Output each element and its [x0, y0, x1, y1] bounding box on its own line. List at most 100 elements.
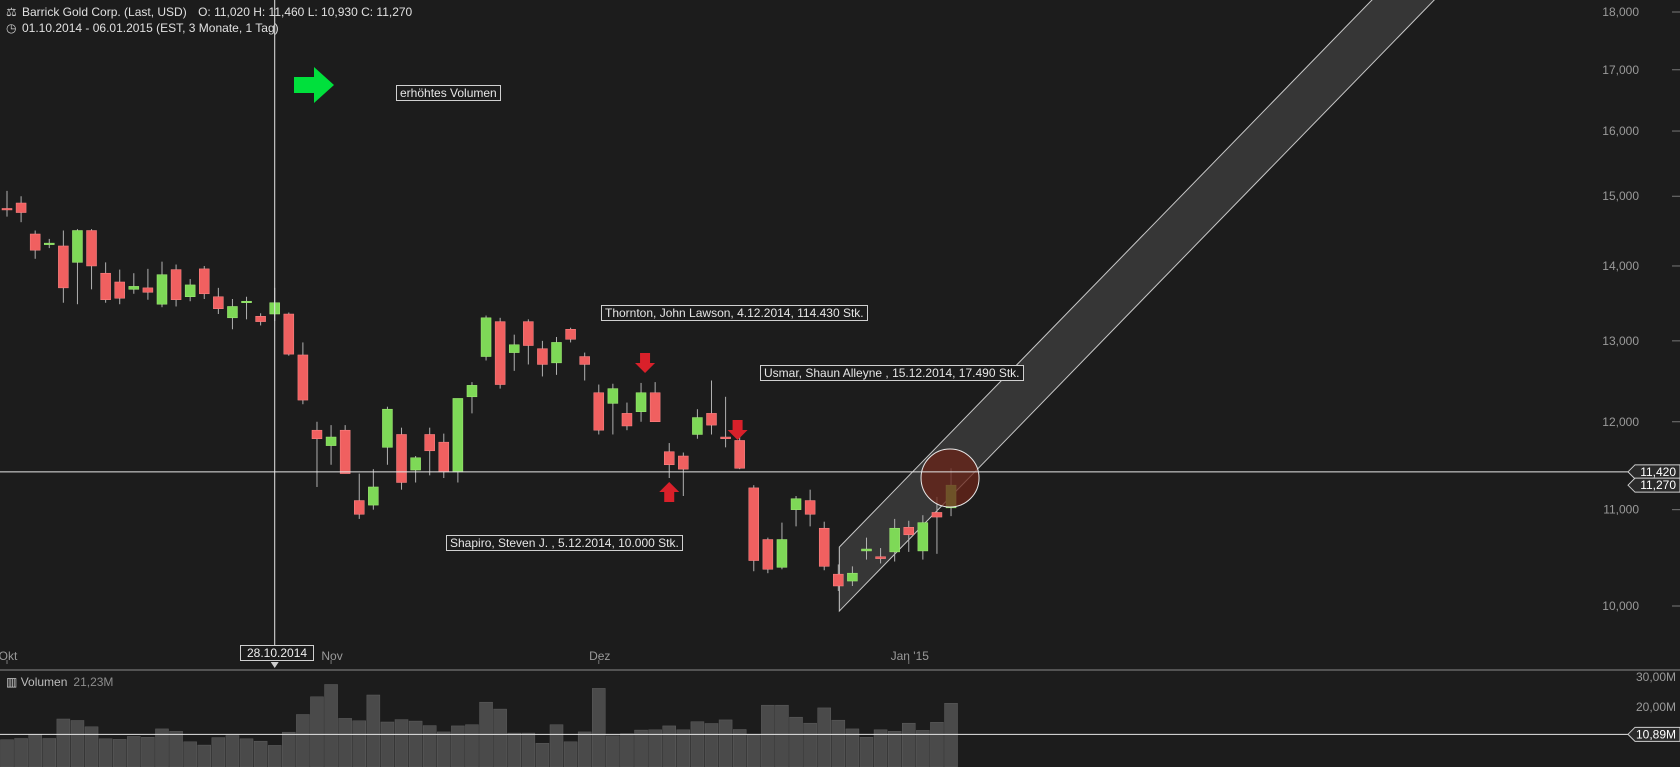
volume-bar — [507, 732, 521, 767]
candle-body — [579, 356, 590, 365]
candle-body — [861, 548, 872, 552]
candle-body — [480, 317, 492, 357]
buy-signal-arrow — [294, 67, 334, 103]
candle-body — [325, 436, 337, 446]
volume-value: 21,23M — [73, 675, 114, 689]
sell-arrow-down — [727, 420, 748, 440]
volume-bar — [394, 719, 409, 767]
volume-bar — [366, 694, 381, 767]
candle-body — [818, 527, 830, 567]
volume-bar — [42, 738, 57, 767]
volume-bar — [465, 724, 479, 767]
range-header: ◷ 01.10.2014 - 06.01.2015 (EST, 3 Monate,… — [6, 21, 279, 35]
volume-bar — [155, 728, 169, 767]
volume-bar — [169, 731, 183, 767]
candle-body — [635, 392, 647, 412]
candle-body — [424, 434, 435, 452]
volume-bar — [902, 722, 916, 767]
candle-body — [903, 527, 915, 536]
volume-bar — [662, 725, 676, 767]
volume-bar — [324, 684, 338, 767]
volume-icon: ▥ — [6, 675, 18, 689]
candle-body — [283, 313, 295, 355]
candle-body — [227, 306, 238, 319]
candle-body — [29, 233, 41, 251]
candle-body — [241, 300, 252, 303]
candle-body — [762, 539, 774, 570]
volume-bar — [747, 734, 761, 767]
candle-body — [466, 385, 478, 398]
volume-bar — [873, 729, 888, 767]
price-tick-label: 12,000 — [1602, 415, 1639, 429]
candle-body — [551, 342, 562, 364]
price-tick-label: 17,000 — [1602, 63, 1639, 77]
candle-body — [58, 245, 69, 289]
volume-bar — [282, 731, 296, 767]
volume-bar — [211, 737, 226, 767]
crosshair-price-tag: 11,420 — [1640, 465, 1676, 479]
last-price-tag-box — [1627, 477, 1680, 493]
volume-bar — [112, 739, 127, 767]
crosshair-pointer — [270, 662, 279, 668]
crosshair-date-label: 28.10.2014 — [240, 645, 315, 661]
volume-bar — [620, 733, 634, 767]
candle-body — [213, 296, 224, 309]
candle-body — [537, 348, 548, 365]
candle-body — [184, 284, 196, 298]
candle-body — [649, 392, 661, 423]
price-tick-label: 16,000 — [1602, 124, 1639, 138]
candle-body — [100, 272, 111, 300]
candle-body — [593, 392, 605, 431]
volume-bar — [718, 719, 733, 767]
volume-bar — [817, 707, 831, 767]
candle-body — [438, 441, 450, 473]
volume-bar — [141, 737, 155, 767]
volume-bar — [803, 722, 817, 767]
clock-icon: ◷ — [6, 21, 17, 35]
volume-bar — [296, 714, 310, 767]
date-range: 01.10.2014 - 06.01.2015 (EST, 3 Monate, … — [22, 21, 279, 35]
ohlc-readout: O: 11,020 H: 11,460 L: 10,930 C: 11,270 — [198, 5, 413, 19]
price-tick-label: 14,000 — [1602, 259, 1639, 273]
volume-bar — [197, 744, 212, 767]
candle-body — [692, 417, 703, 435]
volume-bar — [732, 729, 747, 767]
candle-body — [804, 500, 816, 515]
volume-bar — [761, 704, 775, 767]
candle-body — [776, 539, 788, 568]
volume-bar — [916, 730, 930, 767]
candle-body — [128, 286, 140, 290]
volume-bar — [98, 738, 113, 767]
insider-label-usmar: Usmar, Shaun Alleyne , 15.12.2014, 17.49… — [760, 365, 1024, 381]
volume-tick-label: 20,00M — [1636, 700, 1676, 714]
volume-bar — [310, 696, 324, 767]
volume-bar — [408, 720, 423, 767]
candle-body — [15, 202, 27, 213]
candle-body — [410, 457, 421, 471]
price-tick-label: 15,000 — [1602, 189, 1639, 203]
candle-body — [339, 429, 351, 474]
candle-body — [523, 321, 534, 346]
crosshair-price-tag-box — [1627, 464, 1680, 480]
candle-body — [142, 287, 154, 293]
volume-bar — [183, 741, 197, 767]
price-tick-label: 10,000 — [1602, 599, 1639, 613]
insider-label-thornton: Thornton, John Lawson, 4.12.2014, 114.43… — [601, 305, 868, 321]
candle-body — [170, 269, 182, 300]
candle-body — [565, 329, 576, 340]
candle-body — [748, 487, 760, 561]
volume-bar — [352, 720, 366, 767]
price-tick-label: 18,000 — [1602, 5, 1639, 19]
volume-bar — [225, 735, 240, 767]
volume-bar — [493, 708, 507, 767]
candle-body — [396, 434, 407, 483]
volume-bar — [535, 743, 550, 767]
candle-body — [86, 230, 97, 267]
candle-body — [494, 321, 506, 385]
candle-body — [833, 573, 844, 587]
volume-crosshair-tag: 10,89M — [1636, 727, 1676, 741]
last-price-tag: 11,270 — [1640, 478, 1676, 492]
volume-bar — [944, 703, 958, 767]
candle-body — [621, 413, 633, 427]
